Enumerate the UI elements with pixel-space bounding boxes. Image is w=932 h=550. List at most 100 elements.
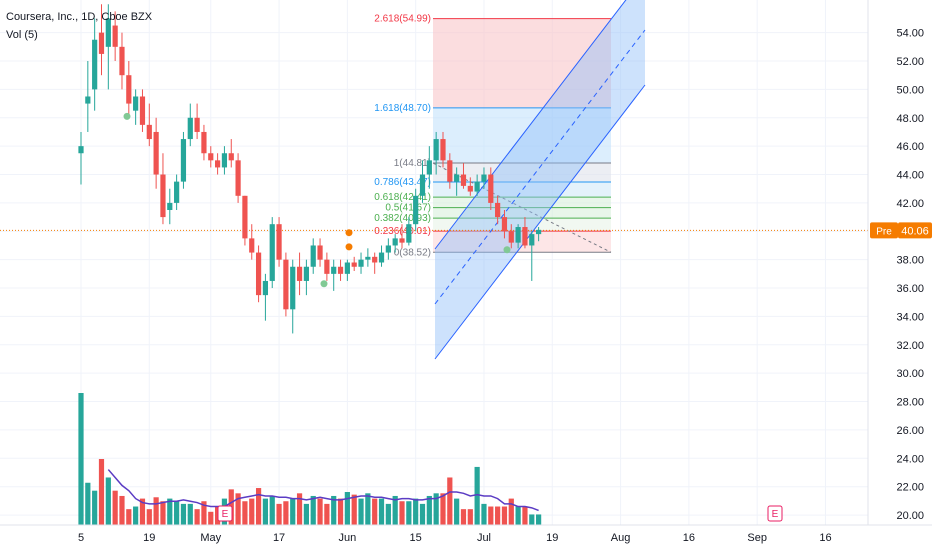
candle-body[interactable] (406, 224, 412, 243)
candle-body[interactable] (290, 266, 296, 310)
dividend-marker[interactable] (345, 229, 353, 237)
candle-body[interactable] (112, 25, 118, 47)
candle-body[interactable] (358, 259, 364, 267)
candle-body[interactable] (228, 153, 234, 161)
volume-bar (235, 493, 241, 525)
candle-body[interactable] (317, 245, 323, 260)
candle-body[interactable] (529, 234, 535, 246)
candle-body[interactable] (488, 174, 494, 203)
candle-body[interactable] (221, 153, 228, 168)
candle-body[interactable] (508, 231, 514, 243)
price-tick-label: 20.00 (896, 510, 924, 522)
price-tick-label: 52.00 (896, 56, 924, 68)
candle-body[interactable] (467, 185, 473, 192)
candle-body[interactable] (283, 259, 289, 310)
fib-level-label: 0.618(42.41) (374, 192, 431, 203)
candle-body[interactable] (372, 256, 378, 263)
candle-body[interactable] (303, 266, 309, 281)
candle-body[interactable] (235, 160, 241, 196)
candle-body[interactable] (201, 131, 207, 154)
volume-bar (78, 393, 84, 525)
candle-body[interactable] (501, 217, 508, 232)
candle-body[interactable] (255, 252, 262, 296)
candle-body[interactable] (331, 266, 337, 274)
candle-body[interactable] (385, 245, 391, 253)
dividend-marker[interactable] (345, 243, 353, 251)
candle-body[interactable] (133, 96, 139, 111)
candle-body[interactable] (481, 174, 487, 182)
candle-body[interactable] (419, 174, 426, 196)
volume-bar (406, 501, 412, 525)
earnings-marker[interactable] (767, 505, 783, 522)
volume-bar (119, 495, 125, 525)
candle-body[interactable] (242, 195, 248, 239)
premarket-tag-label: Pre (876, 226, 892, 237)
candle-body[interactable] (187, 117, 193, 140)
candle-body[interactable] (460, 174, 467, 186)
candle-body[interactable] (447, 160, 453, 182)
price-tick-label: 50.00 (896, 84, 924, 96)
volume-bar (536, 514, 542, 525)
candle-body[interactable] (249, 238, 255, 253)
candle-body[interactable] (208, 153, 214, 161)
volume-bar (160, 501, 166, 525)
volume-bar (508, 498, 514, 525)
candle-body[interactable] (310, 245, 316, 267)
volume-bar (337, 498, 344, 525)
candle-body[interactable] (440, 139, 446, 161)
candle-body[interactable] (337, 266, 344, 274)
candle-body[interactable] (454, 174, 460, 182)
candle-body[interactable] (365, 256, 371, 260)
candle-body[interactable] (296, 266, 303, 281)
candle-body[interactable] (98, 32, 105, 54)
candle-body[interactable] (153, 131, 159, 175)
time-tick-label: 15 (410, 532, 422, 544)
volume-bar (324, 503, 330, 525)
candle-body[interactable] (399, 238, 405, 243)
volume-bar (392, 495, 398, 525)
candle-body[interactable] (351, 262, 357, 267)
candle-body[interactable] (413, 195, 419, 225)
candle-body[interactable] (324, 259, 330, 274)
candle-body[interactable] (160, 174, 166, 218)
candle-body[interactable] (167, 202, 173, 210)
candle-body[interactable] (126, 75, 132, 104)
candle-body[interactable] (269, 224, 275, 281)
candle-body[interactable] (276, 224, 282, 260)
candle-body[interactable] (215, 160, 221, 168)
candle-body[interactable] (139, 96, 146, 125)
split-marker[interactable] (503, 246, 511, 254)
earnings-marker[interactable] (217, 505, 233, 522)
candle-body[interactable] (522, 227, 528, 246)
candle-body[interactable] (495, 202, 501, 218)
candle-body[interactable] (119, 46, 125, 76)
fib-level-label: 2.618(54.99) (374, 14, 431, 25)
split-marker[interactable] (123, 112, 131, 120)
candle-body[interactable] (174, 181, 180, 203)
fib-zone (433, 218, 611, 232)
candle-body[interactable] (180, 139, 187, 182)
candle-body[interactable] (194, 117, 200, 132)
candle-body[interactable] (426, 160, 432, 175)
candle-body[interactable] (344, 262, 350, 274)
candle-body[interactable] (92, 39, 98, 90)
candle-body[interactable] (536, 229, 542, 235)
candle-body[interactable] (474, 181, 480, 192)
volume-ma-line (107, 469, 539, 512)
channel-mid-line (434, 29, 646, 305)
split-marker[interactable] (320, 280, 328, 288)
candle-body[interactable] (146, 124, 152, 140)
candle-body[interactable] (78, 146, 84, 154)
volume-bar (187, 503, 193, 525)
candle-body[interactable] (105, 18, 111, 47)
price-tick-label: 24.00 (896, 453, 924, 465)
candle-body[interactable] (378, 252, 385, 263)
candle-body[interactable] (433, 139, 439, 161)
chart-title: Coursera, Inc., 1D, Cboe BZX (6, 11, 153, 23)
volume-bar (399, 501, 405, 525)
candle-body[interactable] (392, 238, 398, 246)
candle-body[interactable] (515, 227, 521, 243)
candle-body[interactable] (85, 96, 91, 104)
candle-body[interactable] (262, 280, 269, 296)
